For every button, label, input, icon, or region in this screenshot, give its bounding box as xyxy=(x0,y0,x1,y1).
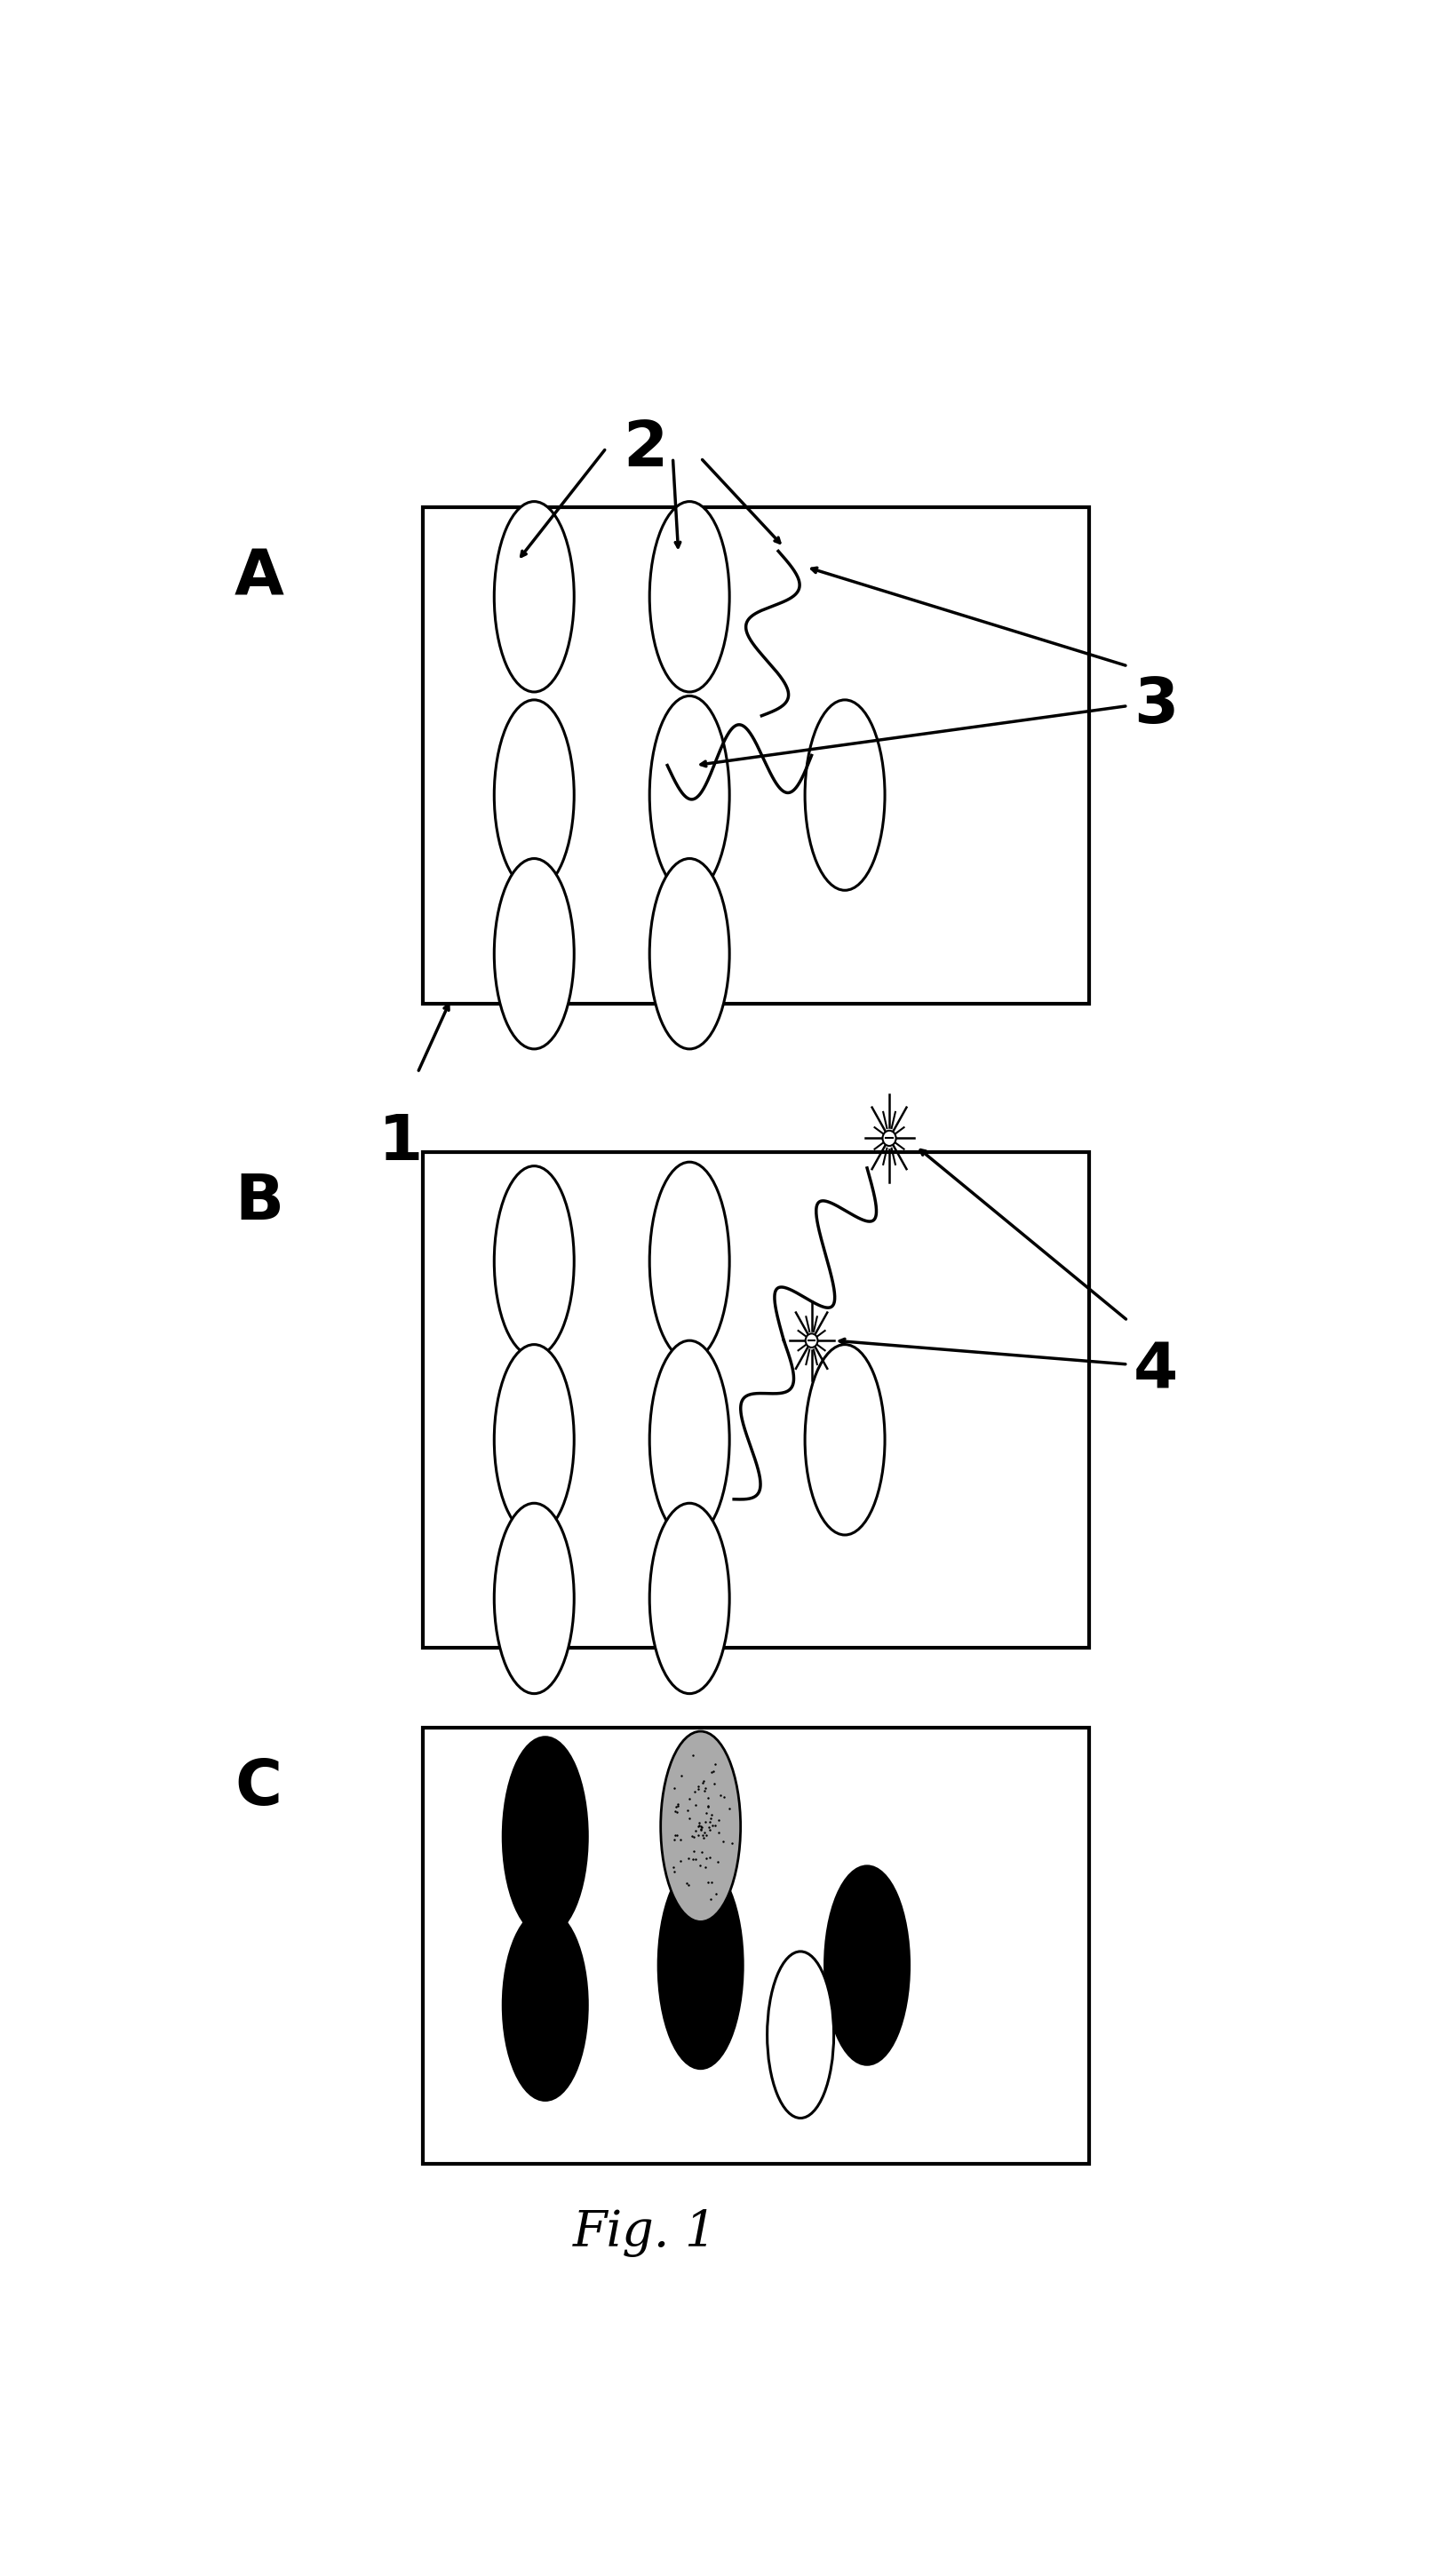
Ellipse shape xyxy=(494,1345,574,1535)
Ellipse shape xyxy=(650,502,729,693)
Text: 1: 1 xyxy=(378,1113,424,1175)
Ellipse shape xyxy=(650,1504,729,1692)
Ellipse shape xyxy=(650,1340,729,1538)
Ellipse shape xyxy=(494,1167,574,1358)
Ellipse shape xyxy=(805,1345,885,1535)
Ellipse shape xyxy=(503,1736,587,1935)
Text: 4: 4 xyxy=(1134,1340,1179,1401)
Ellipse shape xyxy=(494,858,574,1048)
Text: B: B xyxy=(235,1172,284,1234)
Ellipse shape xyxy=(494,701,574,891)
Ellipse shape xyxy=(805,701,885,891)
Text: 2: 2 xyxy=(623,417,667,479)
Ellipse shape xyxy=(660,1731,740,1922)
Ellipse shape xyxy=(503,1909,587,2099)
Bar xyxy=(424,507,1088,1005)
Ellipse shape xyxy=(825,1865,909,2063)
Ellipse shape xyxy=(650,858,729,1048)
Text: Fig. 1: Fig. 1 xyxy=(573,2208,717,2257)
Text: 3: 3 xyxy=(1134,675,1179,737)
Ellipse shape xyxy=(494,502,574,693)
Ellipse shape xyxy=(494,1504,574,1692)
Bar xyxy=(424,1728,1088,2164)
Ellipse shape xyxy=(650,1162,729,1360)
Ellipse shape xyxy=(768,1953,833,2117)
Bar xyxy=(424,1151,1088,1649)
Ellipse shape xyxy=(650,696,729,894)
Text: C: C xyxy=(235,1757,282,1819)
Ellipse shape xyxy=(882,1131,896,1146)
Ellipse shape xyxy=(805,1334,818,1347)
Ellipse shape xyxy=(659,1862,743,2069)
Text: A: A xyxy=(235,546,284,608)
